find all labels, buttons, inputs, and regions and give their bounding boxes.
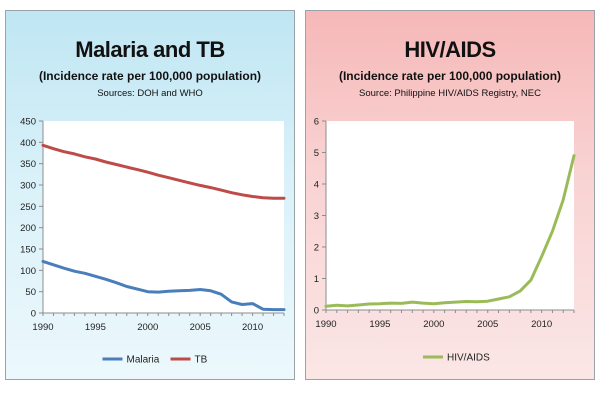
y-tick-label: 50	[25, 287, 36, 298]
chart-source: Source: Philippine HIV/AIDS Registry, NE…	[359, 88, 541, 99]
chart-source: Sources: DOH and WHO	[97, 88, 203, 99]
malaria-tb-panel: Malaria and TB (Incidence rate per 100,0…	[5, 10, 295, 380]
y-tick-label: 0	[31, 309, 36, 320]
chart-title: Malaria and TB	[75, 37, 225, 62]
legend-label: TB	[195, 355, 208, 366]
x-tick-label: 2010	[531, 319, 552, 330]
chart-subtitle: (Incidence rate per 100,000 population)	[38, 69, 262, 83]
x-tick-label: 2010	[242, 322, 263, 333]
legend-label: HIV/AIDS	[447, 353, 490, 364]
y-tick-label: 250	[20, 202, 36, 213]
series-line-hiv-aids	[324, 154, 576, 308]
y-tick-label: 3	[314, 211, 319, 222]
y-tick-label: 4	[314, 180, 319, 191]
y-tick-label: 6	[314, 117, 319, 128]
plot-area	[326, 121, 574, 310]
chart-subtitle: (Incidence rate per 100,000 population)	[338, 69, 562, 83]
malaria-tb-chart: 0 50 100 150 200 250 300 350 400 450 1990 1995 2000 2…	[20, 117, 286, 366]
x-tick-label: 1990	[32, 322, 53, 333]
series-line-tb	[41, 143, 286, 200]
y-tick-label: 450	[20, 117, 36, 128]
plot-area	[43, 121, 284, 313]
y-tick-label: 2	[314, 243, 319, 254]
y-tick-label: 350	[20, 159, 36, 170]
y-tick-label: 200	[20, 223, 36, 234]
series-line-malaria	[41, 259, 286, 312]
chart-title: HIV/AIDS	[404, 37, 496, 62]
x-tick-label: 2005	[477, 319, 498, 330]
hiv-aids-chart: 0 1 2 3 4 5 6 1990 1995 2000 2005 2010 HIV/AIDS	[314, 117, 576, 364]
y-tick-label: 1	[314, 274, 319, 285]
x-tick-label: 2000	[137, 322, 158, 333]
y-tick-label: 100	[20, 266, 36, 277]
x-tick-label: 1990	[315, 319, 336, 330]
hiv-aids-panel: HIV/AIDS (Incidence rate per 100,000 pop…	[305, 10, 595, 380]
y-tick-label: 300	[20, 181, 36, 192]
legend-label: Malaria	[127, 355, 160, 366]
y-tick-label: 0	[314, 306, 319, 317]
x-tick-label: 1995	[85, 322, 106, 333]
y-tick-label: 400	[20, 138, 36, 149]
x-tick-label: 2005	[190, 322, 211, 333]
y-tick-label: 5	[314, 148, 319, 159]
x-tick-label: 1995	[369, 319, 390, 330]
y-tick-label: 150	[20, 245, 36, 256]
x-tick-label: 2000	[423, 319, 444, 330]
